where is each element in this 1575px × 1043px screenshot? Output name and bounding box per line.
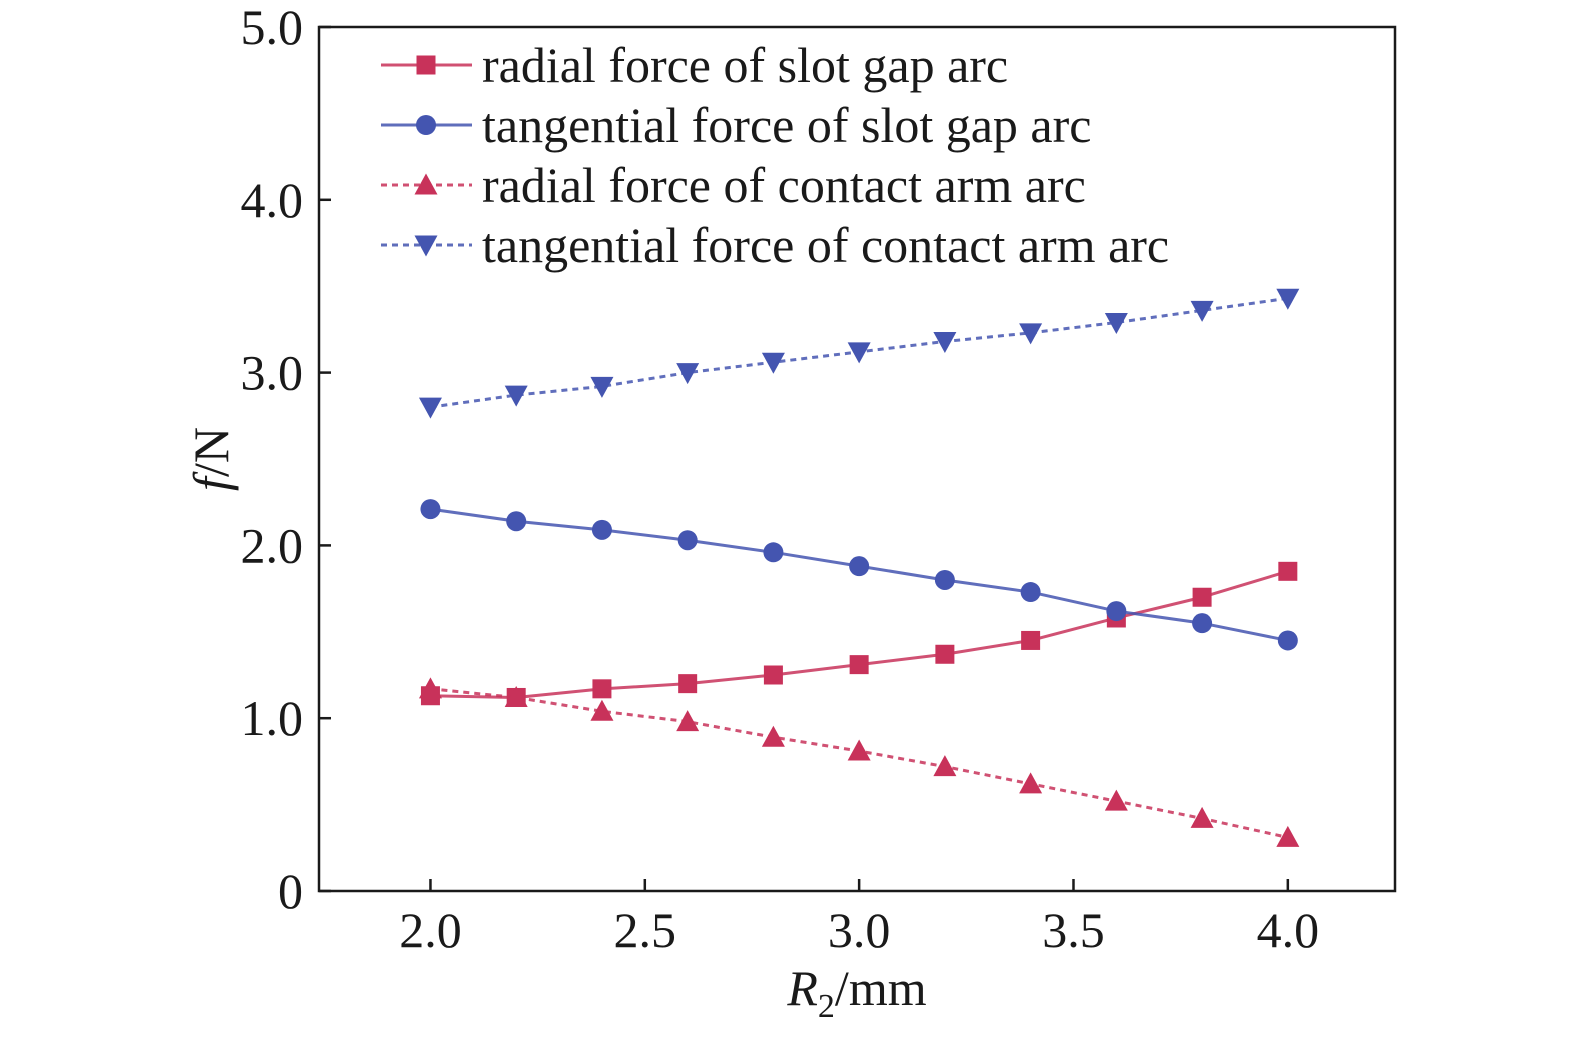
data-point — [934, 569, 955, 590]
data-point — [847, 739, 871, 761]
data-point — [678, 674, 698, 694]
data-point — [504, 685, 528, 707]
data-point — [418, 677, 442, 699]
x-tick-label: 3.5 — [1042, 902, 1105, 958]
data-point — [763, 665, 783, 685]
axis-ticks: 0 1.0 2.0 3.0 4.0 5.0 2.0 2.5 3.0 3.5 4.0 — [241, 0, 1320, 958]
data-point — [1190, 300, 1214, 322]
data-point — [418, 397, 442, 419]
data-point — [1190, 806, 1214, 828]
data-point — [590, 376, 614, 398]
x-tick-label: 2.0 — [399, 902, 462, 958]
legend-item: tangential force of slot gap arc — [381, 97, 1091, 153]
data-point — [1106, 601, 1127, 622]
x-axis-unit: /mm — [835, 960, 927, 1016]
x-axis-var: R — [786, 960, 818, 1016]
x-axis-title: R2/mm — [786, 960, 926, 1025]
data-point — [1192, 587, 1212, 607]
legend-marker — [414, 235, 438, 257]
series-1 — [420, 561, 1298, 707]
data-point — [1192, 613, 1213, 634]
data-point — [506, 511, 527, 532]
legend-label: tangential force of slot gap arc — [482, 97, 1091, 153]
data-point — [590, 699, 614, 721]
legend-item: tangential force of contact arm arc — [381, 217, 1169, 273]
data-point — [592, 679, 612, 699]
data-point — [677, 530, 698, 551]
legend-item: radial force of slot gap arc — [381, 37, 1008, 93]
y-tick-label: 5.0 — [241, 0, 304, 55]
data-point — [849, 655, 869, 675]
legend-marker — [416, 115, 436, 135]
data-point — [1276, 825, 1300, 847]
series-line — [430, 687, 1289, 839]
data-point — [1278, 561, 1298, 581]
x-tick-label: 3.0 — [828, 902, 891, 958]
data-point — [761, 352, 785, 374]
data-point — [504, 385, 528, 407]
data-point — [1019, 323, 1043, 345]
y-tick-label: 3.0 — [241, 345, 304, 401]
data-point — [1019, 772, 1043, 794]
x-tick-label: 2.5 — [614, 902, 677, 958]
data-point — [849, 556, 870, 577]
y-axis-unit: /N — [183, 427, 239, 477]
data-point — [763, 542, 784, 563]
x-axis-subscript: 2 — [818, 988, 835, 1025]
legend-marker — [416, 55, 436, 75]
legend-marker — [414, 173, 438, 195]
legend-label: radial force of contact arm arc — [482, 157, 1086, 213]
data-point — [420, 499, 441, 520]
data-point — [933, 755, 957, 777]
data-point — [1020, 582, 1041, 603]
data-point — [1021, 630, 1041, 650]
x-tick-label: 4.0 — [1257, 902, 1320, 958]
series-2 — [420, 499, 1298, 651]
data-point — [676, 710, 700, 732]
legend-item: radial force of contact arm arc — [381, 157, 1086, 213]
data-point — [1276, 288, 1300, 310]
data-point — [933, 331, 957, 353]
data-point — [847, 342, 871, 364]
data-point — [935, 644, 955, 664]
series-3 — [418, 677, 1300, 847]
plot-frame — [317, 25, 1397, 893]
data-point — [676, 363, 700, 385]
legend-label: tangential force of contact arm arc — [482, 217, 1169, 273]
legend-label: radial force of slot gap arc — [482, 37, 1008, 93]
y-tick-label: 4.0 — [241, 172, 304, 228]
series-line — [430, 569, 1289, 699]
y-axis-title: f/N — [183, 427, 239, 491]
series-4 — [418, 288, 1300, 419]
data-point — [761, 725, 785, 747]
series-layer — [418, 288, 1300, 847]
y-tick-label: 2.0 — [241, 517, 304, 573]
data-point — [1104, 312, 1128, 334]
data-point — [1277, 630, 1298, 651]
data-point — [1104, 789, 1128, 811]
y-tick-label: 1.0 — [241, 690, 304, 746]
data-point — [591, 519, 612, 540]
y-tick-label: 0 — [278, 863, 303, 919]
